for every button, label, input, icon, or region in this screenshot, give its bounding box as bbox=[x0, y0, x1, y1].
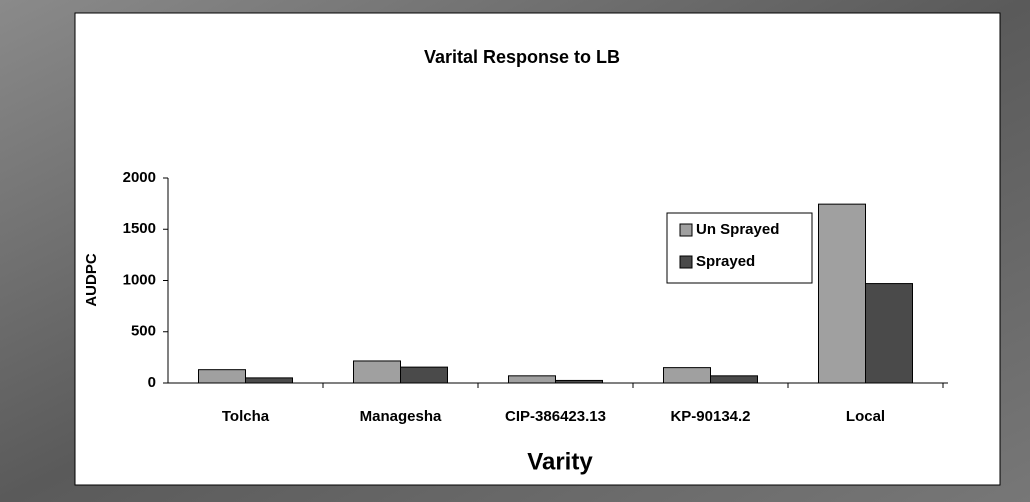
bar bbox=[555, 379, 603, 384]
x-axis-label: Varity bbox=[527, 448, 593, 475]
x-tick-label: Managesha bbox=[360, 408, 442, 425]
legend-swatch bbox=[679, 223, 693, 237]
bar bbox=[710, 375, 758, 384]
y-tick-label: 500 bbox=[131, 323, 156, 340]
x-tick-label: KP-90134.2 bbox=[670, 408, 750, 425]
legend-label: Un Sprayed bbox=[696, 221, 779, 238]
bar bbox=[818, 203, 866, 384]
x-tick-label: CIP-386423.13 bbox=[505, 408, 606, 425]
bar bbox=[508, 375, 556, 384]
bar bbox=[400, 366, 448, 384]
legend-label: Sprayed bbox=[696, 253, 755, 270]
chart-title: Varital Response to LB bbox=[424, 47, 620, 67]
legend bbox=[666, 212, 813, 284]
bar bbox=[353, 360, 401, 384]
x-tick-label: Local bbox=[846, 408, 885, 425]
bar bbox=[245, 377, 293, 384]
y-tick-label: 1000 bbox=[123, 271, 156, 288]
bar bbox=[663, 367, 711, 384]
bar bbox=[198, 369, 246, 384]
y-tick-label: 2000 bbox=[123, 169, 156, 186]
x-tick-label: Tolcha bbox=[222, 408, 270, 425]
legend-swatch bbox=[679, 255, 693, 269]
y-tick-label: 0 bbox=[148, 374, 156, 391]
y-tick-label: 1500 bbox=[123, 220, 156, 237]
bar bbox=[865, 283, 913, 384]
y-axis-label: AUDPC bbox=[83, 253, 100, 307]
